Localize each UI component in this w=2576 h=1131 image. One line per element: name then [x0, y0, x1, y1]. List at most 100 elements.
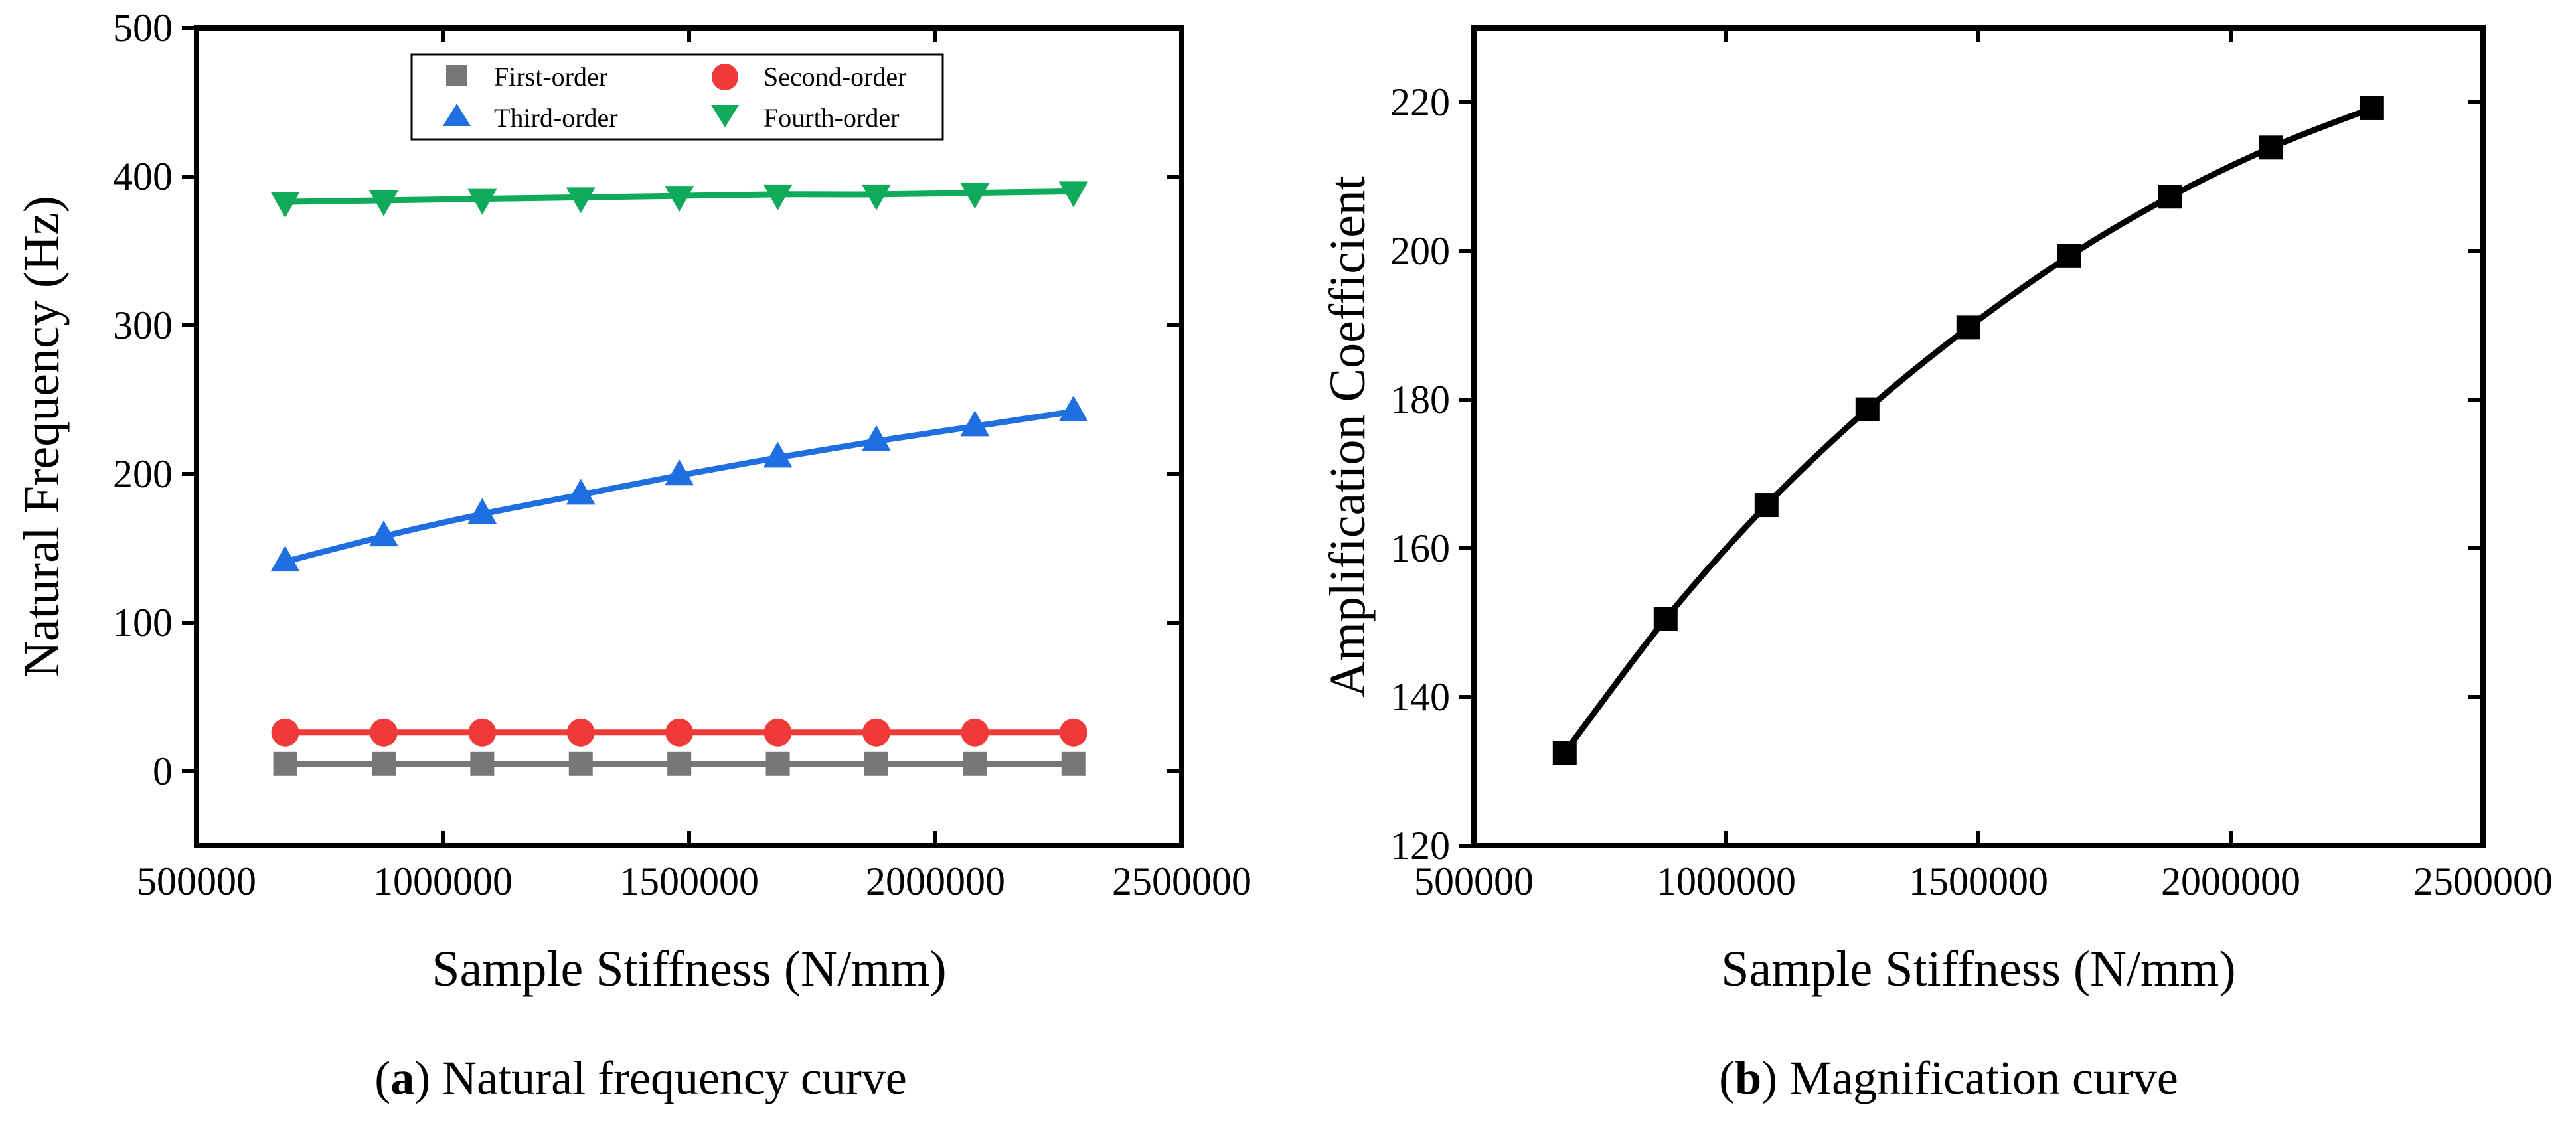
- x-tick-label: 500000: [1414, 860, 1534, 903]
- data-point-third-order: [665, 459, 694, 486]
- data-point-first-order: [1061, 751, 1086, 776]
- panel-a-caption-letter: a: [390, 1051, 414, 1104]
- panel-a-series-markers: [270, 181, 1088, 776]
- data-point-fourth-order: [467, 188, 497, 215]
- legend-marker-fourth-order-icon: [711, 105, 739, 127]
- y-tick-label: 0: [153, 749, 173, 793]
- data-point-amplification-coefficient: [1754, 493, 1779, 518]
- panel-b-caption-text: Magnification curve: [1789, 1051, 2178, 1104]
- legend-frame: [410, 53, 944, 141]
- data-point-second-order: [566, 718, 595, 747]
- data-point-amplification-coefficient: [2360, 96, 2384, 120]
- x-tick-label: 2000000: [2161, 860, 2300, 903]
- panel-b-ticks: [1459, 28, 2485, 848]
- panel-a-ticks: [182, 26, 1184, 846]
- panel-a-x-axis-title: Sample Stiffness (N/mm): [432, 941, 946, 997]
- data-point-third-order: [566, 479, 596, 505]
- panel-b-series-lines: [1562, 105, 2375, 756]
- y-tick-label: 120: [1390, 824, 1450, 867]
- panel-a-caption-text: Natural frequency curve: [442, 1051, 907, 1104]
- x-tick-label: 1500000: [1909, 860, 2048, 903]
- legend-marker-second-order-icon: [712, 64, 738, 90]
- data-point-second-order: [862, 718, 890, 747]
- data-point-third-order: [467, 498, 497, 524]
- y-tick-label: 140: [1390, 675, 1450, 719]
- data-point-first-order: [667, 751, 692, 776]
- legend-label-fourth-order: Fourth-order: [764, 103, 899, 133]
- data-point-amplification-coefficient: [1552, 741, 1577, 765]
- panel-b-series-markers: [1552, 96, 2384, 765]
- data-point-fourth-order: [270, 192, 300, 218]
- data-point-second-order: [271, 718, 299, 747]
- data-point-amplification-coefficient: [1956, 315, 1980, 340]
- x-tick-label: 2000000: [866, 860, 1005, 903]
- panel-a-legend: First-order Second-order Third-order Fou…: [410, 53, 944, 141]
- y-tick-label: 180: [1390, 378, 1450, 421]
- data-point-third-order: [763, 441, 793, 468]
- legend-marker-third-order-icon: [443, 104, 471, 126]
- y-tick-label: 300: [113, 303, 173, 347]
- data-point-amplification-coefficient: [1855, 397, 1880, 421]
- data-point-first-order: [963, 751, 987, 776]
- data-point-amplification-coefficient: [2158, 185, 2182, 209]
- legend-entry-first-order: First-order: [446, 62, 607, 92]
- data-point-second-order: [1059, 718, 1087, 747]
- panel-b-x-axis-title: Sample Stiffness (N/mm): [1721, 941, 2235, 997]
- y-tick-label: 220: [1390, 80, 1450, 124]
- data-point-fourth-order: [1058, 181, 1088, 208]
- y-tick-label: 200: [1390, 229, 1450, 273]
- legend-label-third-order: Third-order: [494, 103, 618, 133]
- data-point-second-order: [961, 718, 989, 747]
- x-tick-label: 1000000: [1656, 860, 1796, 903]
- data-point-amplification-coefficient: [1653, 607, 1678, 631]
- data-point-third-order: [1058, 395, 1088, 421]
- data-point-third-order: [368, 520, 398, 547]
- data-point-first-order: [864, 751, 888, 776]
- data-point-first-order: [470, 751, 495, 776]
- data-point-fourth-order: [665, 186, 694, 212]
- data-point-first-order: [273, 751, 297, 776]
- panel-b-caption: (b) Magnification curve: [1719, 1051, 2178, 1104]
- panel-b-plot-frame: [1471, 25, 2486, 848]
- legend-entry-third-order: Third-order: [443, 103, 618, 133]
- legend-marker-first-order-icon: [446, 65, 467, 86]
- data-point-fourth-order: [960, 183, 990, 209]
- x-tick-label: 1000000: [373, 860, 513, 903]
- data-point-second-order: [369, 718, 398, 747]
- panel-b-y-axis-title: Amplification Coefficient: [1320, 176, 1376, 698]
- panel-a-natural-frequency: 500000 1000000 1500000 2000000 2500000 0 100 20…: [14, 6, 1251, 1104]
- panel-b-magnification: 500000 1000000 1500000 2000000 2500000 120 140…: [1320, 25, 2553, 1104]
- data-point-first-order: [568, 751, 593, 776]
- panel-a-caption: (a) Natural frequency curve: [374, 1051, 907, 1104]
- data-point-first-order: [371, 751, 396, 776]
- y-tick-label: 160: [1390, 526, 1450, 570]
- x-tick-label: 2500000: [2413, 860, 2553, 903]
- data-point-third-order: [861, 425, 891, 451]
- data-point-second-order: [764, 718, 792, 747]
- data-point-fourth-order: [763, 184, 793, 210]
- x-tick-label: 2500000: [1112, 860, 1251, 903]
- data-point-third-order: [960, 410, 990, 437]
- series-line-amplification-coefficient: [1562, 105, 2375, 756]
- y-tick-label: 400: [113, 155, 173, 198]
- y-tick-label: 200: [113, 452, 173, 496]
- data-point-amplification-coefficient: [2259, 135, 2283, 160]
- data-point-amplification-coefficient: [2057, 244, 2081, 268]
- series-line-third-order: [282, 408, 1077, 565]
- data-point-first-order: [765, 751, 790, 776]
- data-point-second-order: [468, 718, 497, 747]
- y-tick-label: 100: [113, 601, 173, 644]
- data-point-third-order: [270, 546, 300, 572]
- legend-entry-fourth-order: Fourth-order: [711, 103, 899, 133]
- data-point-fourth-order: [566, 187, 596, 214]
- y-tick-label: 500: [113, 6, 173, 50]
- legend-entry-second-order: Second-order: [712, 62, 906, 92]
- x-tick-label: 1500000: [619, 860, 759, 903]
- panel-a-tick-labels: 500000 1000000 1500000 2000000 2500000 0 100 20…: [113, 6, 1251, 903]
- legend-label-first-order: First-order: [494, 62, 607, 92]
- legend-label-second-order: Second-order: [764, 62, 906, 92]
- panel-a-y-axis-title: Natural Frequency (Hz): [14, 196, 70, 678]
- x-tick-label: 500000: [137, 860, 256, 903]
- data-point-second-order: [665, 718, 694, 747]
